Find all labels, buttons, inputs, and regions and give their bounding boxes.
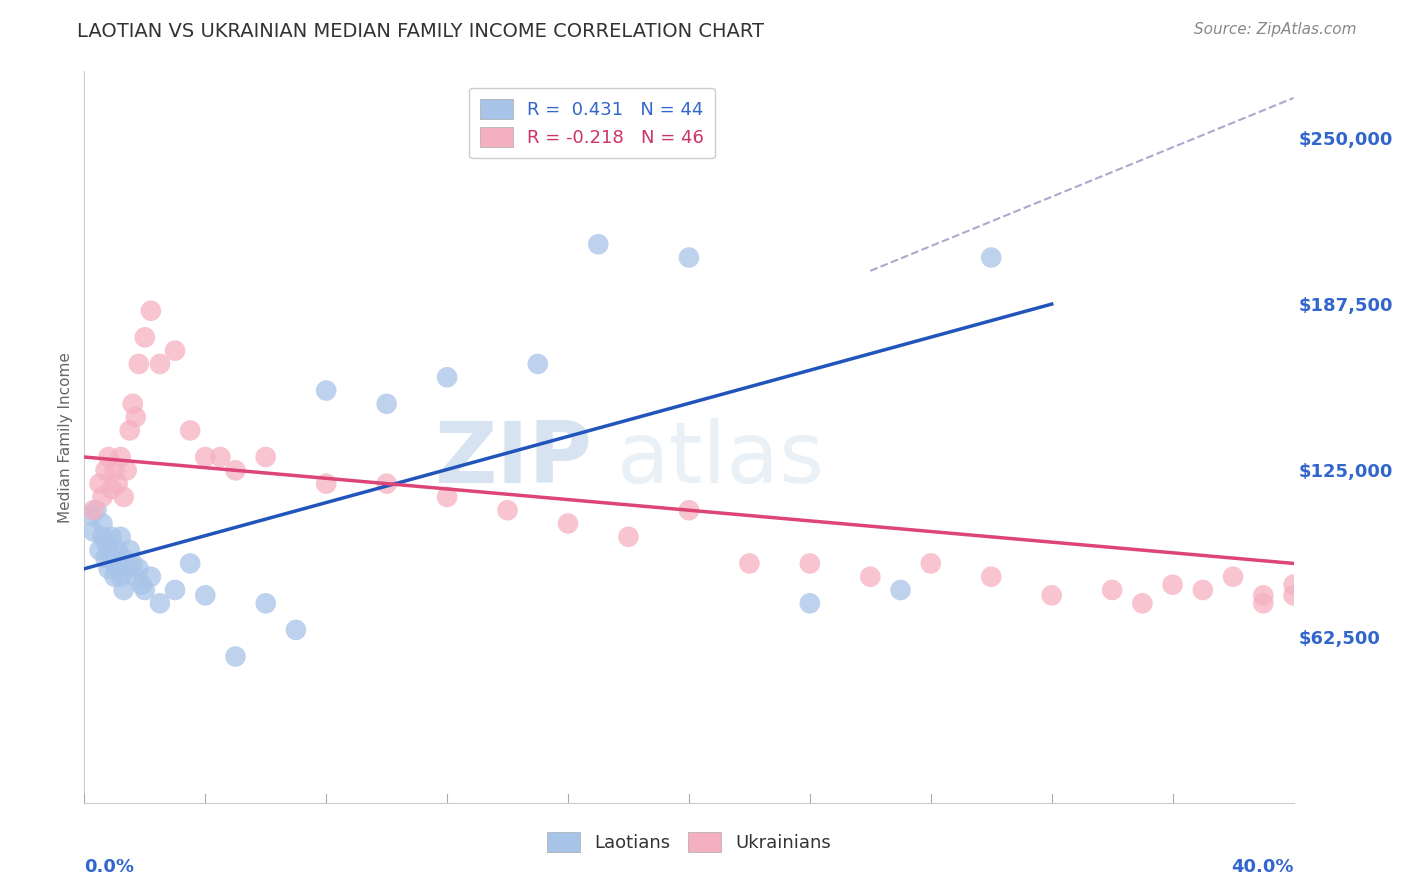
Point — [89, 476, 111, 491]
Point — [107, 543, 129, 558]
Text: 40.0%: 40.0% — [1232, 858, 1294, 876]
Point — [110, 530, 132, 544]
Point — [1282, 588, 1305, 602]
Point — [738, 557, 761, 571]
Point — [118, 543, 141, 558]
Point — [980, 570, 1002, 584]
Text: ZIP: ZIP — [434, 417, 592, 500]
Point — [1101, 582, 1123, 597]
Point — [97, 562, 120, 576]
Point — [115, 463, 138, 477]
Point — [1040, 588, 1063, 602]
Point — [149, 357, 172, 371]
Point — [527, 357, 550, 371]
Point — [112, 551, 135, 566]
Point — [225, 649, 247, 664]
Point — [920, 557, 942, 571]
Point — [110, 450, 132, 464]
Point — [588, 237, 610, 252]
Point — [179, 557, 201, 571]
Point — [115, 562, 138, 576]
Point — [121, 397, 143, 411]
Point — [315, 476, 337, 491]
Point — [107, 562, 129, 576]
Text: Source: ZipAtlas.com: Source: ZipAtlas.com — [1194, 22, 1357, 37]
Point — [82, 503, 104, 517]
Point — [134, 582, 156, 597]
Point — [128, 357, 150, 371]
Point — [94, 535, 117, 549]
Y-axis label: Median Family Income: Median Family Income — [58, 351, 73, 523]
Point — [375, 397, 398, 411]
Point — [1253, 596, 1275, 610]
Point — [315, 384, 337, 398]
Point — [89, 543, 111, 558]
Point — [165, 582, 187, 597]
Point — [131, 577, 153, 591]
Point — [496, 503, 519, 517]
Point — [112, 582, 135, 597]
Point — [678, 503, 700, 517]
Point — [209, 450, 232, 464]
Text: LAOTIAN VS UKRAINIAN MEDIAN FAMILY INCOME CORRELATION CHART: LAOTIAN VS UKRAINIAN MEDIAN FAMILY INCOM… — [77, 22, 765, 41]
Point — [125, 410, 148, 425]
Point — [139, 570, 162, 584]
Point — [100, 549, 122, 563]
Point — [121, 557, 143, 571]
Point — [225, 463, 247, 477]
Point — [82, 524, 104, 539]
Point — [104, 570, 127, 584]
Point — [980, 251, 1002, 265]
Point — [436, 370, 458, 384]
Point — [91, 530, 114, 544]
Point — [375, 476, 398, 491]
Point — [94, 551, 117, 566]
Point — [557, 516, 579, 531]
Point — [91, 516, 114, 531]
Point — [104, 463, 127, 477]
Point — [165, 343, 187, 358]
Point — [1282, 577, 1305, 591]
Legend: Laotians, Ukrainians: Laotians, Ukrainians — [540, 824, 838, 860]
Point — [179, 424, 201, 438]
Point — [110, 570, 132, 584]
Point — [678, 251, 700, 265]
Point — [1192, 582, 1215, 597]
Point — [1253, 588, 1275, 602]
Point — [890, 582, 912, 597]
Point — [118, 424, 141, 438]
Point — [859, 570, 882, 584]
Point — [254, 450, 277, 464]
Point — [1161, 577, 1184, 591]
Point — [97, 450, 120, 464]
Point — [97, 543, 120, 558]
Point — [104, 557, 127, 571]
Point — [617, 530, 640, 544]
Point — [149, 596, 172, 610]
Point — [100, 482, 122, 496]
Point — [436, 490, 458, 504]
Point — [254, 596, 277, 610]
Point — [194, 588, 217, 602]
Point — [100, 530, 122, 544]
Point — [128, 562, 150, 576]
Point — [1130, 596, 1153, 610]
Text: 0.0%: 0.0% — [84, 858, 135, 876]
Point — [107, 476, 129, 491]
Point — [91, 490, 114, 504]
Point — [86, 503, 108, 517]
Point — [1222, 570, 1244, 584]
Point — [194, 450, 217, 464]
Point — [285, 623, 308, 637]
Point — [134, 330, 156, 344]
Point — [799, 596, 821, 610]
Point — [79, 508, 101, 523]
Point — [112, 490, 135, 504]
Point — [799, 557, 821, 571]
Text: atlas: atlas — [616, 417, 824, 500]
Point — [139, 303, 162, 318]
Point — [125, 570, 148, 584]
Point — [94, 463, 117, 477]
